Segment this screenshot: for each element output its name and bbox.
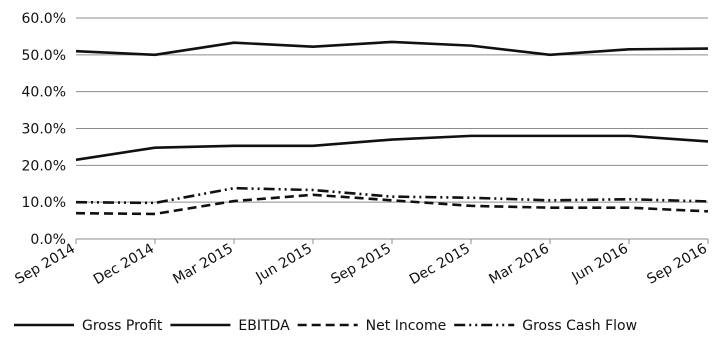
series-line-gross-cash-flow xyxy=(75,186,709,205)
x-tick-label: Mar 2016 xyxy=(486,241,552,288)
legend-label: Gross Profit xyxy=(82,318,163,334)
legend: Gross Profit EBITDA Net Income Gross Cash F… xyxy=(14,318,637,334)
y-axis-ticks: 0.0% 10.0% 20.0% 30.0% 40.0% 50.0% 60.0% xyxy=(22,11,66,248)
series-line-gross-profit xyxy=(75,40,709,57)
grid-lines xyxy=(76,17,708,240)
legend-label: Gross Cash Flow xyxy=(522,318,637,334)
y-tick-label: 40.0% xyxy=(22,85,66,101)
y-tick-label: 10.0% xyxy=(22,195,66,211)
series-lines xyxy=(75,40,709,216)
y-tick-label: 0.0% xyxy=(30,232,66,248)
x-tick-label: Sep 2015 xyxy=(328,241,394,288)
y-tick-label: 30.0% xyxy=(22,122,66,138)
y-tick-label: 50.0% xyxy=(22,48,66,64)
x-tick-label: Dec 2014 xyxy=(91,241,157,288)
y-tick-label: 60.0% xyxy=(22,11,66,27)
x-tick-label: Sep 2016 xyxy=(644,241,710,288)
legend-label: Net Income xyxy=(366,318,447,334)
y-tick-label: 20.0% xyxy=(22,158,66,174)
x-tick-label: Mar 2015 xyxy=(170,241,236,288)
series-line-net-income xyxy=(75,193,709,216)
x-axis-ticks: Sep 2014 Dec 2014 Mar 2015 Jun 2015 Sep 2015… xyxy=(12,239,710,288)
series-line-ebitda xyxy=(75,134,709,162)
x-tick-label: Dec 2015 xyxy=(407,241,473,288)
x-tick-label: Jun 2016 xyxy=(568,241,631,286)
legend-label: EBITDA xyxy=(238,318,290,334)
x-tick-label: Jun 2015 xyxy=(252,241,315,286)
